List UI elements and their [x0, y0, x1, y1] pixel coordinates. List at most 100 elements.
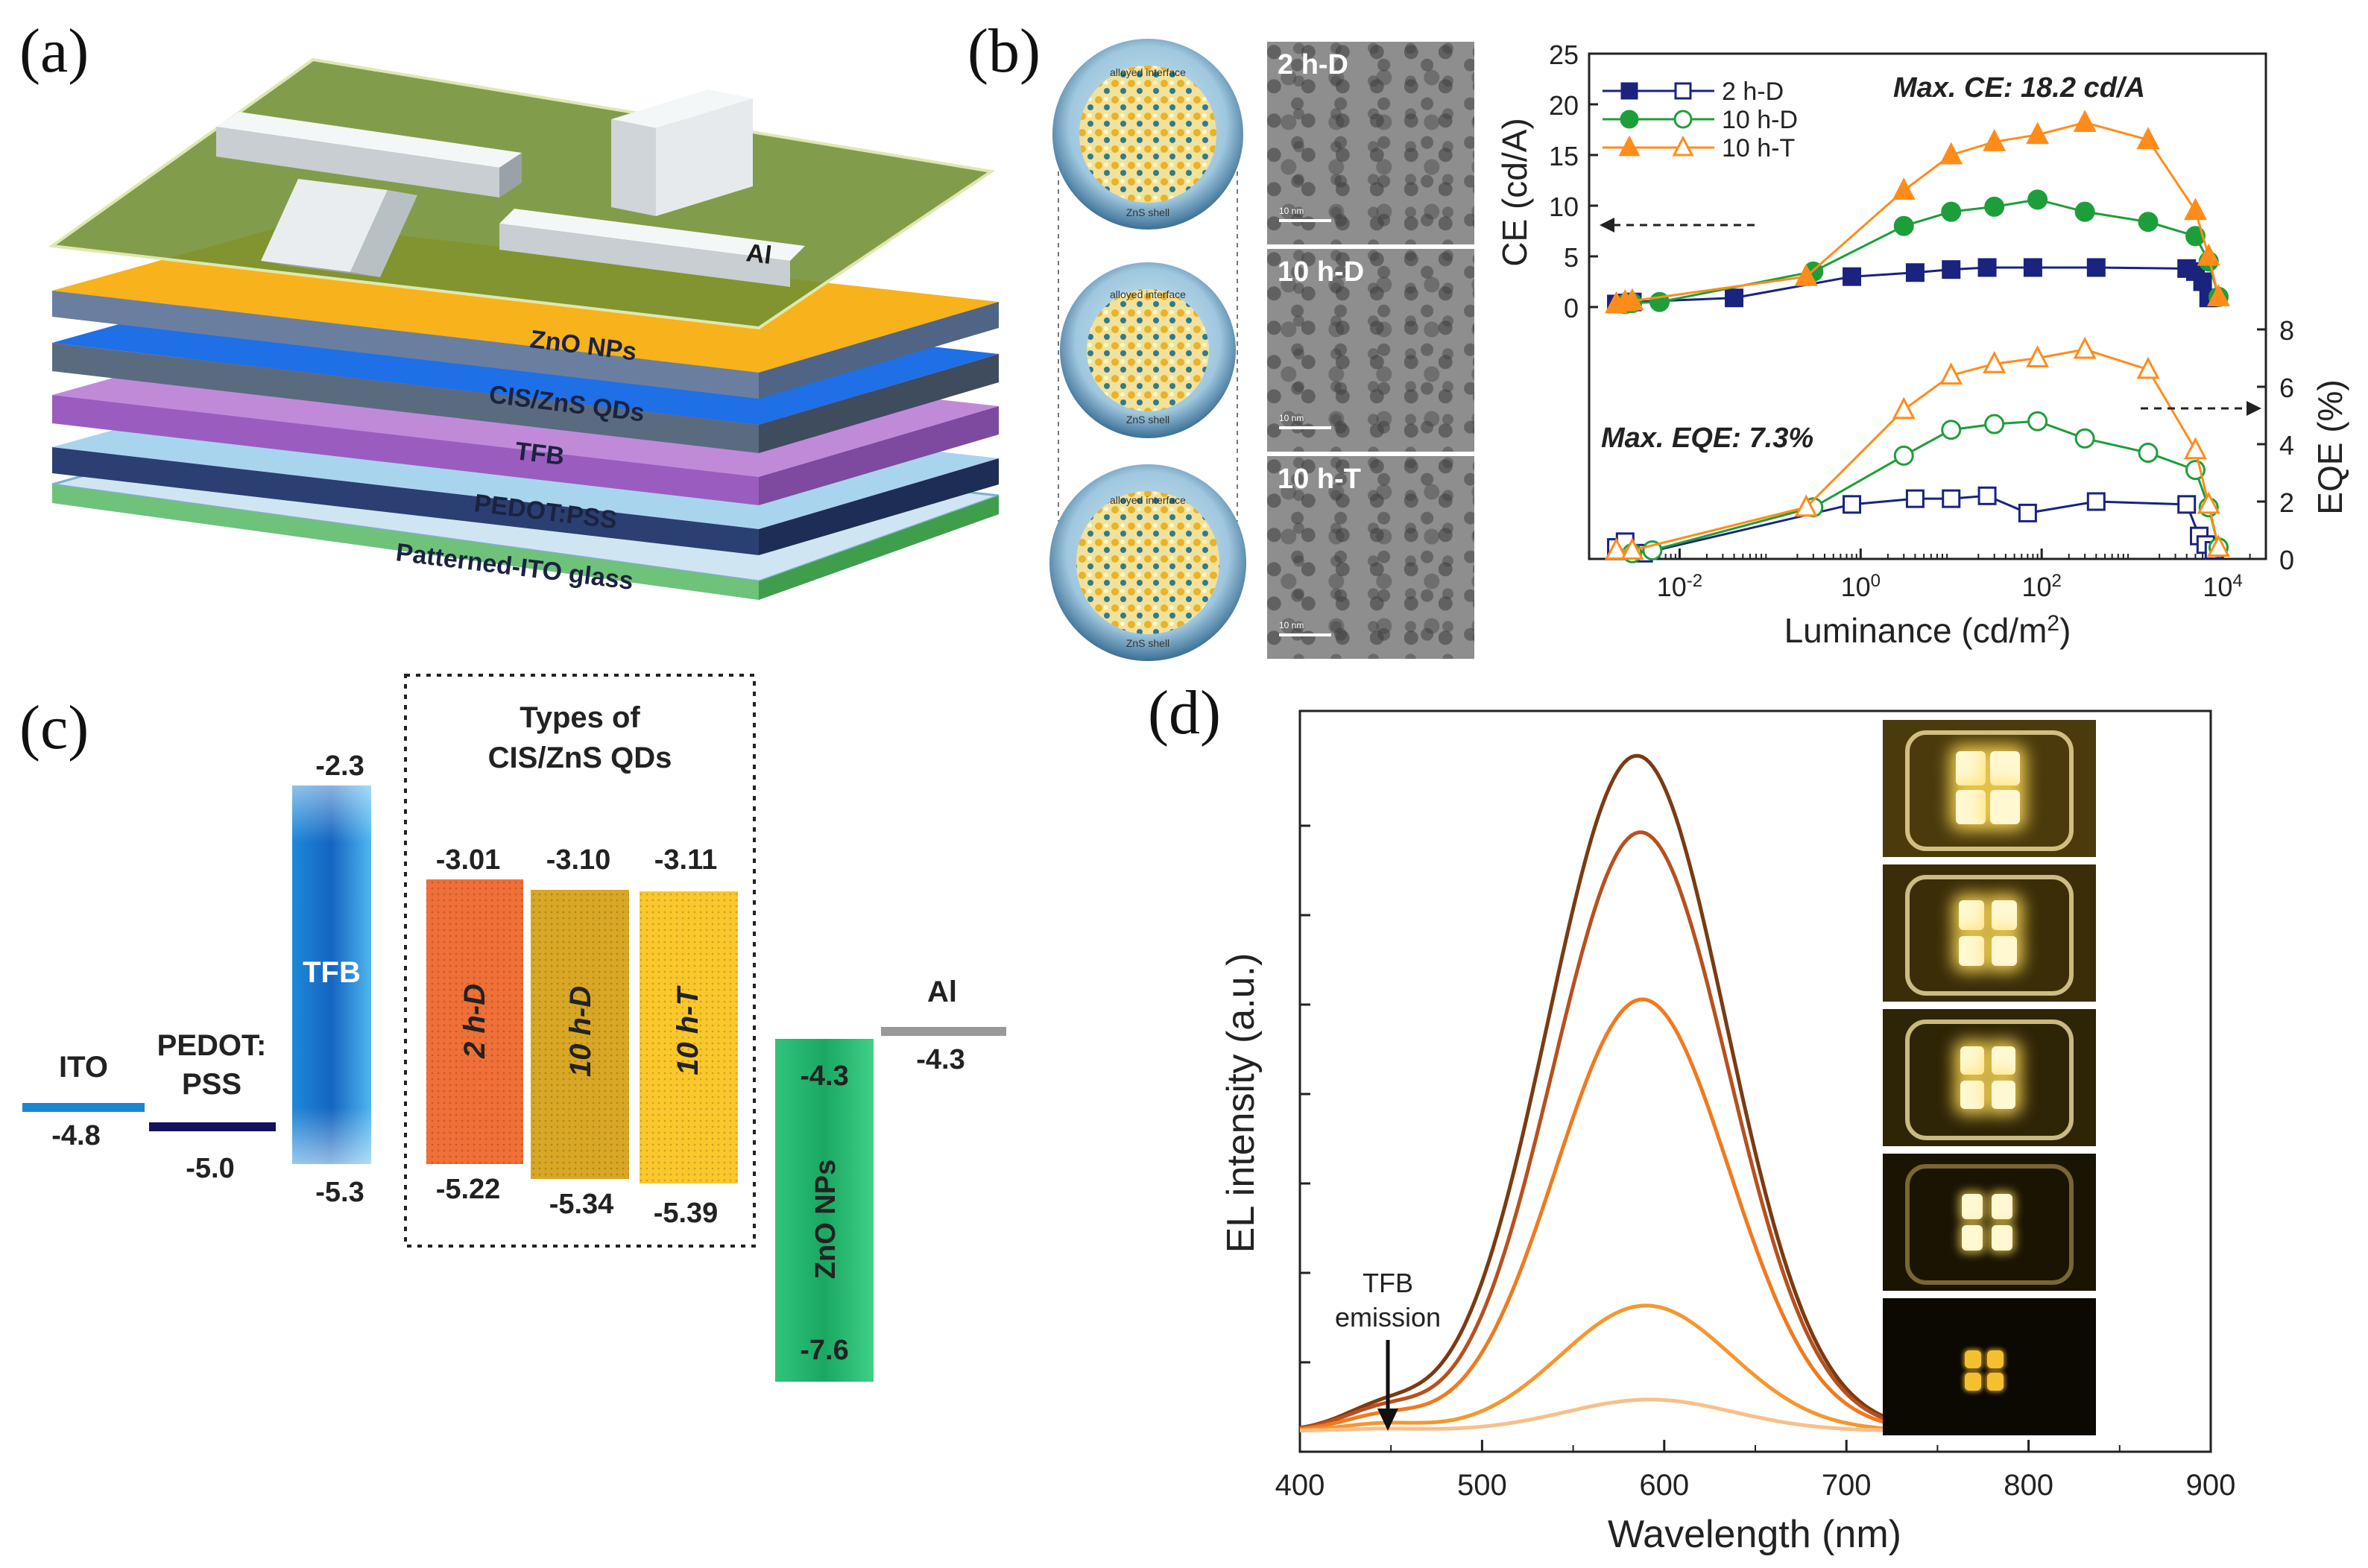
ce-point	[1983, 129, 2007, 151]
eqe-point	[1905, 489, 1925, 508]
legend-marker	[1620, 110, 1639, 129]
el-x-tick-label: 400	[1275, 1469, 1325, 1502]
eqe-point	[2197, 491, 2220, 514]
eqe-point	[2184, 437, 2207, 460]
zno-bottom: -7.6	[800, 1335, 848, 1366]
ce-point	[2185, 226, 2206, 247]
qd-2hd-name: 2 h-D	[458, 984, 491, 1059]
qd-10ht-bottom: -5.39	[654, 1198, 719, 1229]
tfb-name: TFB	[303, 956, 361, 989]
tfb-annotation-1: TFB	[1363, 1268, 1413, 1298]
ce-point	[2136, 127, 2160, 150]
energy-level-diagram: ITO -4.8 PEDOT: PSS -5.0 -2.3 TFB -5.3 T…	[22, 674, 1006, 1382]
svg-text:alloyed interface: alloyed interface	[1110, 288, 1186, 300]
legend-marker	[1673, 110, 1693, 129]
ce-point	[1942, 260, 1961, 279]
qd-schematic: alloyed interface ZnS shell alloyed inte…	[1049, 39, 1246, 661]
panel-label-a: (a)	[19, 16, 89, 86]
legend-label: 10 h-D	[1722, 106, 1798, 134]
pedot-level	[149, 1122, 276, 1131]
al-label: Al	[745, 238, 773, 270]
tem-image-10hd: 10 h-D 10 nm	[1267, 249, 1474, 452]
device-photo-44v	[1883, 720, 2096, 857]
svg-text:alloyed interface: alloyed interface	[1110, 66, 1186, 78]
layer-label-tfb: TFB	[514, 437, 566, 471]
qd-2hd-top: -3.01	[436, 844, 501, 876]
el-spectrum-line	[1299, 830, 1992, 1433]
svg-text:ZnS shell: ZnS shell	[1126, 414, 1169, 426]
eqe-tick-label: 0	[2279, 545, 2294, 575]
max-ce-text: Max. CE: 18.2 cd/A	[1893, 72, 2145, 104]
ce-point	[2086, 258, 2106, 277]
ito-name: ITO	[59, 1051, 108, 1084]
tfb-arrow	[1377, 1409, 1398, 1431]
eqe-point	[1620, 537, 1644, 560]
eqe-point	[1984, 414, 2005, 434]
ce-point	[1939, 142, 1963, 165]
legend-marker	[1674, 82, 1692, 100]
max-eqe-text: Max. EQE: 7.3%	[1601, 423, 1813, 454]
legend-marker	[1620, 82, 1638, 100]
eqe-tick-label: 4	[2279, 430, 2294, 461]
qd-10ht-name: 10 h-T	[672, 985, 704, 1075]
pedot-name-1: PEDOT:	[157, 1029, 267, 1062]
eqe-point	[1941, 420, 1962, 440]
tfb-top: -2.3	[315, 750, 364, 782]
ce-point	[1893, 215, 1914, 236]
ce-point	[2074, 201, 2095, 222]
el-x-tick-label: 700	[1822, 1469, 1872, 1502]
device-photo-3v	[1883, 1298, 2096, 1435]
legend-marker	[1672, 135, 1694, 157]
al-name: Al	[927, 976, 957, 1008]
plot-frame	[1588, 52, 2267, 560]
el-x-tick-label: 800	[2004, 1469, 2053, 1502]
x-axis-label: Luminance (cd/m2)	[1784, 611, 2071, 651]
ce-point	[2023, 258, 2042, 277]
qd-sphere-3: alloyed interface ZnS shell	[1049, 464, 1246, 661]
ce-point	[1984, 196, 2005, 217]
ito-level	[22, 1103, 145, 1112]
qd-box-title-2: CIS/ZnS QDs	[488, 742, 672, 774]
pedot-name-2: PSS	[182, 1068, 241, 1101]
el-spectra-chart: 400 500 600 700 800 900 EL intensity (a.u.) W…	[1219, 709, 2236, 1556]
ce-tick-label: 20	[1549, 90, 1579, 121]
ce-point	[1725, 288, 1744, 308]
ce-point	[1892, 177, 1916, 200]
tfb-annotation-2: emission	[1335, 1302, 1441, 1333]
qd-sphere-1: alloyed interface ZnS shell	[1052, 39, 1243, 230]
eqe-point	[1794, 494, 1818, 517]
eqe-point	[1983, 350, 2007, 373]
el-x-tick-label: 900	[2186, 1469, 2236, 1502]
ce-point	[1977, 258, 1997, 277]
qd-10hd-name: 10 h-D	[564, 986, 597, 1077]
device-photo-34v	[1883, 1009, 2096, 1146]
eqe-point	[1977, 486, 1997, 505]
el-xlabel: Wavelength (nm)	[1608, 1513, 1901, 1556]
eqe-point	[2027, 411, 2048, 431]
tem-image-10ht: 10 h-T 10 nm	[1267, 456, 1474, 659]
ce-tick-label: 0	[1564, 293, 1579, 323]
qd-2hd-bottom: -5.22	[436, 1174, 501, 1205]
x-tick-label: 104	[2203, 571, 2242, 603]
ce-point	[1843, 267, 1862, 286]
device-stack-diagram: Al ZnO NPs CIS/ZnS QDs TFB PEDOT:PSS Pat…	[48, 57, 1000, 600]
zno-name: ZnO NPs	[810, 1160, 842, 1279]
el-ylabel: EL intensity (a.u.)	[1219, 953, 1263, 1254]
legend-label: 10 h-T	[1722, 134, 1795, 162]
ce-point	[2184, 197, 2207, 221]
svg-text:alloyed interface: alloyed interface	[1110, 494, 1186, 506]
ce-tick-label: 15	[1549, 141, 1579, 171]
el-spectrum-line	[1299, 753, 1992, 1433]
eqe-point	[2136, 356, 2160, 379]
eqe-point	[1843, 495, 1862, 514]
ce-point	[1794, 263, 1818, 286]
ce-point	[2207, 284, 2230, 306]
ce-point	[1941, 201, 1962, 222]
ce-tick-label: 25	[1549, 39, 1579, 70]
panel-label-b: (b)	[967, 16, 1041, 86]
ce-axis-label: CE (cd/A)	[1495, 118, 1534, 266]
eqe-point	[2018, 503, 2037, 522]
qd-10ht-top: -3.11	[654, 844, 718, 876]
ce-point	[2193, 272, 2212, 291]
el-spectrum-line	[1300, 1397, 1992, 1433]
